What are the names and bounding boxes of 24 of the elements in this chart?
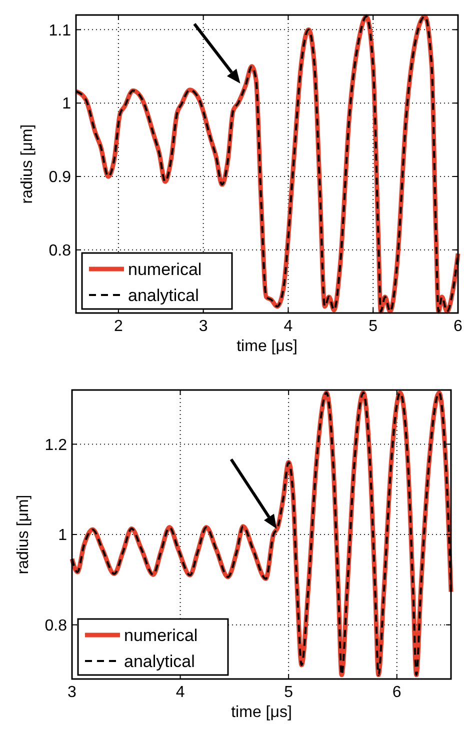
legend-label: analytical <box>124 652 195 671</box>
x-tick-label: 2 <box>114 318 123 335</box>
y-tick-label: 1.1 <box>48 22 72 40</box>
y-tick-label: 0.8 <box>44 617 68 634</box>
x-tick-label: 5 <box>284 684 294 701</box>
y-tick-label: 1 <box>62 96 72 113</box>
x-axis-title: time [μs] <box>231 704 292 721</box>
y-tick-label: 1.2 <box>44 436 68 454</box>
x-tick-label: 3 <box>198 318 208 335</box>
y-axis-title: radius [μm] <box>19 124 36 204</box>
y-tick-label: 0.9 <box>48 169 72 186</box>
y-axis-title: radius [μm] <box>15 494 32 574</box>
legend-label: numerical <box>124 626 198 645</box>
x-axis-title: time [μs] <box>236 338 298 355</box>
legend-label: analytical <box>128 286 199 305</box>
x-tick-label: 6 <box>392 684 402 701</box>
x-tick-label: 3 <box>68 684 77 701</box>
legend-label: numerical <box>128 260 202 279</box>
x-tick-label: 4 <box>176 684 185 701</box>
y-tick-label: 0.8 <box>48 242 72 260</box>
y-tick-label: 1 <box>58 527 68 544</box>
x-tick-label: 4 <box>284 318 293 335</box>
x-tick-label: 5 <box>368 318 378 335</box>
x-tick-label: 6 <box>454 318 463 335</box>
